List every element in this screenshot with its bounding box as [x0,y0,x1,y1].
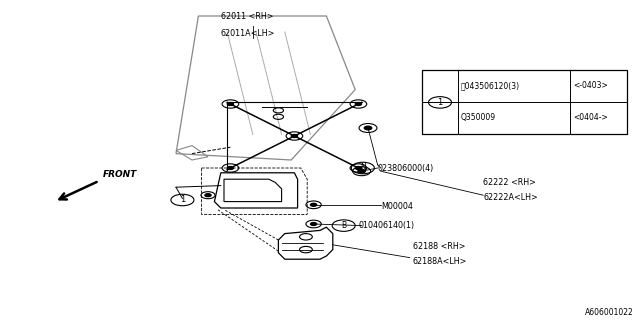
Bar [422,70,627,134]
Circle shape [357,103,360,105]
Text: FRONT: FRONT [102,170,137,179]
Circle shape [312,204,315,205]
Circle shape [291,134,298,138]
Text: N: N [360,164,365,172]
Circle shape [293,135,296,137]
Text: 1: 1 [437,98,443,107]
Text: B: B [341,221,346,230]
Circle shape [357,167,360,169]
Circle shape [367,127,369,129]
Circle shape [360,171,363,172]
Text: 1: 1 [180,196,185,204]
Circle shape [229,103,232,105]
Circle shape [310,203,317,206]
Circle shape [205,194,211,197]
Text: A606001022: A606001022 [585,308,634,317]
Text: 023806000(4): 023806000(4) [378,164,434,172]
Circle shape [310,222,317,226]
Text: M00004: M00004 [381,202,413,211]
Text: 62011 <RH>: 62011 <RH> [221,12,273,21]
Circle shape [364,126,372,130]
Text: <0404->: <0404-> [573,113,607,122]
Text: 62188 <RH>: 62188 <RH> [413,242,465,251]
Text: Q350009: Q350009 [461,113,496,122]
Circle shape [355,102,362,106]
Text: 62222 <RH>: 62222 <RH> [483,178,536,187]
Circle shape [207,195,209,196]
Circle shape [229,167,232,169]
Text: 010406140(1): 010406140(1) [358,221,415,230]
Circle shape [358,169,365,173]
Text: <-0403>: <-0403> [573,81,607,90]
Circle shape [312,223,315,225]
Text: 62188A<LH>: 62188A<LH> [413,257,467,266]
Text: 62011A<LH>: 62011A<LH> [221,29,275,38]
Circle shape [227,166,234,170]
Circle shape [227,102,234,106]
Text: 62222A<LH>: 62222A<LH> [483,193,538,202]
Circle shape [355,166,362,170]
Text: Ⓢ043506120(3): Ⓢ043506120(3) [461,81,520,90]
